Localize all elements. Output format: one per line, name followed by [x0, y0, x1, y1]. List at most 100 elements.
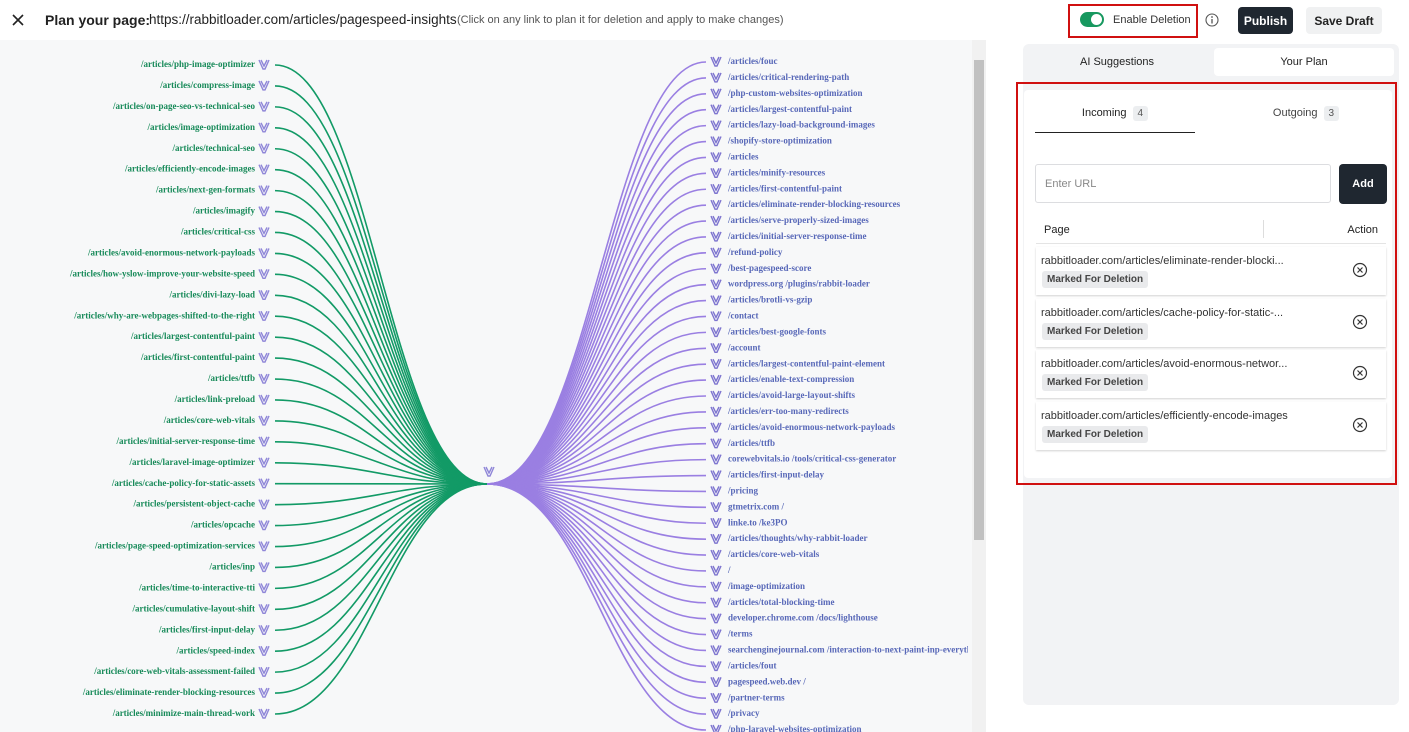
- outgoing-link[interactable]: /php-custom-websites-optimization: [727, 88, 863, 98]
- outgoing-link[interactable]: /articles/critical-rendering-path: [727, 72, 849, 82]
- incoming-link[interactable]: /articles/speed-index: [176, 645, 256, 655]
- incoming-link[interactable]: /articles/compress-image: [159, 80, 255, 90]
- outgoing-link[interactable]: /contact: [727, 311, 759, 321]
- outgoing-link[interactable]: /articles/brotli-vs-gzip: [727, 295, 812, 305]
- outgoing-link[interactable]: /partner-terms: [727, 692, 785, 702]
- remove-icon[interactable]: [1352, 417, 1368, 433]
- outgoing-link[interactable]: /best-pagespeed-score: [727, 263, 811, 273]
- outgoing-link[interactable]: /articles/largest-contentful-paint-eleme…: [727, 358, 885, 368]
- outgoing-link[interactable]: /articles/minify-resources: [727, 167, 826, 177]
- toggle[interactable]: [1080, 12, 1104, 27]
- page-url: https://rabbitloader.com/articles/pagesp…: [149, 12, 457, 27]
- link-curve: [274, 85, 488, 485]
- add-button[interactable]: Add: [1339, 164, 1387, 204]
- remove-icon[interactable]: [1352, 314, 1368, 330]
- incoming-link[interactable]: /articles/next-gen-formats: [155, 185, 255, 195]
- outgoing-link[interactable]: /account: [727, 342, 761, 352]
- outgoing-link[interactable]: pagespeed.web.dev /: [728, 676, 806, 686]
- incoming-link[interactable]: /articles/time-to-interactive-tti: [138, 582, 255, 592]
- incoming-link[interactable]: /articles/initial-server-response-time: [116, 436, 255, 446]
- incoming-link[interactable]: /articles/cache-policy-for-static-assets: [111, 478, 256, 488]
- outgoing-link[interactable]: /articles/initial-server-response-time: [727, 231, 866, 241]
- outgoing-link[interactable]: /pricing: [727, 485, 759, 495]
- scroll-thumb[interactable]: [974, 60, 984, 540]
- incoming-link[interactable]: /articles/imagify: [192, 206, 255, 216]
- info-icon[interactable]: [1205, 13, 1219, 27]
- outgoing-link[interactable]: /articles/enable-text-compression: [727, 374, 854, 384]
- tab-active[interactable]: Your Plan: [1214, 48, 1394, 76]
- outgoing-link[interactable]: /articles/serve-properly-sized-images: [727, 215, 869, 225]
- outgoing-link[interactable]: /refund-policy: [727, 247, 783, 257]
- save-draft-button[interactable]: Save Draft: [1306, 7, 1382, 34]
- outgoing-link[interactable]: /articles/err-too-many-redirects: [727, 406, 849, 416]
- incoming-link[interactable]: /articles/avoid-enormous-network-payload…: [87, 247, 255, 257]
- close-icon[interactable]: [12, 14, 24, 26]
- outgoing-link[interactable]: corewebvitals.io /tools/critical-css-gen…: [728, 454, 896, 464]
- outgoing-link[interactable]: /articles/fouc: [727, 56, 777, 66]
- outgoing-link[interactable]: /articles/largest-contentful-paint: [727, 104, 852, 114]
- outgoing-link[interactable]: /articles/first-input-delay: [727, 470, 824, 480]
- incoming-link[interactable]: /articles/cumulative-layout-shift: [132, 603, 255, 613]
- incoming-link[interactable]: /articles/eliminate-render-blocking-reso…: [82, 687, 256, 697]
- outgoing-link[interactable]: /shopify-store-optimization: [727, 136, 832, 146]
- url-input[interactable]: Enter URL: [1035, 164, 1331, 203]
- rabbit-icon: [710, 645, 722, 656]
- outgoing-link[interactable]: /articles/lazy-load-background-images: [727, 120, 875, 130]
- incoming-link[interactable]: /articles/on-page-seo-vs-technical-seo: [112, 101, 255, 111]
- incoming-link[interactable]: /articles/core-web-vitals: [163, 415, 256, 425]
- outgoing-link[interactable]: /articles/total-blocking-time: [727, 597, 834, 607]
- outgoing-link[interactable]: gtmetrix.com /: [728, 501, 784, 511]
- outgoing-link[interactable]: /articles/avoid-enormous-network-payload…: [727, 422, 895, 432]
- rabbit-icon: [710, 565, 722, 576]
- outgoing-link[interactable]: linke.to /ke3PO: [728, 517, 788, 527]
- incoming-link[interactable]: /articles/inp: [209, 562, 256, 572]
- outgoing-link[interactable]: /articles/first-contentful-paint: [727, 183, 842, 193]
- outgoing-link[interactable]: /articles/best-google-fonts: [727, 326, 826, 336]
- incoming-link[interactable]: /articles/laravel-image-optimizer: [129, 457, 255, 467]
- incoming-link[interactable]: /articles/critical-css: [180, 227, 255, 237]
- incoming-tab[interactable]: Incoming 4: [1035, 106, 1195, 133]
- tab[interactable]: AI Suggestions: [1080, 56, 1154, 68]
- outgoing-link[interactable]: developer.chrome.com /docs/lighthouse: [728, 613, 878, 623]
- link-curve: [274, 315, 488, 485]
- incoming-link[interactable]: /articles/link-preload: [174, 394, 255, 404]
- remove-icon[interactable]: [1352, 262, 1368, 278]
- rabbit-icon: [710, 486, 722, 497]
- outgoing-link[interactable]: searchenginejournal.com /interaction-to-…: [728, 645, 984, 655]
- outgoing-link[interactable]: /articles/avoid-large-layout-shifts: [727, 390, 855, 400]
- incoming-link[interactable]: /articles/how-yslow-improve-your-website…: [69, 268, 255, 278]
- outgoing-link[interactable]: /articles: [727, 151, 759, 161]
- outgoing-tab[interactable]: Outgoing 3: [1226, 106, 1386, 132]
- remove-icon[interactable]: [1352, 365, 1368, 381]
- incoming-link[interactable]: /articles/opcache: [190, 520, 255, 530]
- incoming-link[interactable]: /articles/first-contentful-paint: [140, 352, 255, 362]
- outgoing-link[interactable]: /php-laravel-websites-optimization: [727, 724, 862, 732]
- incoming-link[interactable]: /articles/php-image-optimizer: [140, 59, 255, 69]
- publish-button[interactable]: Publish: [1238, 7, 1293, 34]
- incoming-link[interactable]: /articles/persistent-object-cache: [133, 499, 255, 509]
- incoming-link[interactable]: /articles/technical-seo: [172, 143, 256, 153]
- outgoing-link[interactable]: wordpress.org /plugins/rabbit-loader: [728, 279, 870, 289]
- incoming-link[interactable]: /articles/page-speed-optimization-servic…: [94, 541, 255, 551]
- incoming-link[interactable]: /articles/efficiently-encode-images: [124, 164, 255, 174]
- outgoing-link[interactable]: /: [727, 565, 731, 575]
- outgoing-link[interactable]: /articles/fout: [727, 660, 777, 670]
- outgoing-link[interactable]: /articles/core-web-vitals: [727, 549, 820, 559]
- outgoing-link[interactable]: /articles/thoughts/why-rabbit-loader: [727, 533, 868, 543]
- incoming-link[interactable]: /articles/divi-lazy-load: [169, 289, 256, 299]
- incoming-link[interactable]: /articles/largest-contentful-paint: [130, 331, 255, 341]
- rabbit-icon: [258, 80, 270, 91]
- incoming-link[interactable]: /articles/why-are-webpages-shifted-to-th…: [73, 310, 255, 320]
- incoming-link[interactable]: /articles/first-input-delay: [158, 624, 255, 634]
- outgoing-link[interactable]: /privacy: [727, 708, 760, 718]
- outgoing-link[interactable]: /terms: [727, 629, 753, 639]
- outgoing-link[interactable]: /articles/eliminate-render-blocking-reso…: [727, 199, 901, 209]
- incoming-link[interactable]: /articles/core-web-vitals-assessment-fai…: [93, 666, 255, 676]
- incoming-link[interactable]: /articles/ttfb: [207, 373, 255, 383]
- outgoing-link[interactable]: /articles/ttfb: [727, 438, 775, 448]
- incoming-link[interactable]: /articles/image-optimization: [147, 122, 255, 132]
- incoming-link[interactable]: /articles/minimize-main-thread-work: [112, 708, 255, 718]
- rabbit-icon: [710, 502, 722, 513]
- rabbit-icon: [258, 373, 270, 384]
- outgoing-link[interactable]: /image-optimization: [727, 581, 805, 591]
